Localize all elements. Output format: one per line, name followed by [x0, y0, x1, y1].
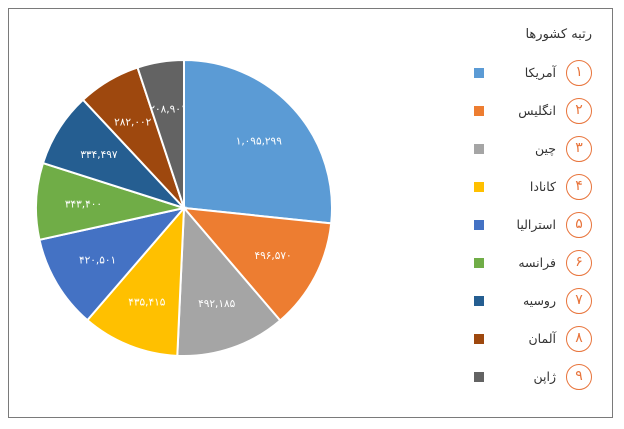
legend-label: آلمان [528, 331, 557, 346]
legend-label: کانادا [529, 179, 556, 194]
legend-item: ۳ چین [452, 132, 592, 170]
pie-slice [136, 58, 185, 209]
slice-value-label: ۱,۰۹۵,۲۹۹ [236, 136, 283, 148]
rank-badge: ۱ [566, 60, 592, 86]
slice-value-label: ۲۰۸,۹۰۱ [149, 104, 186, 116]
legend-item: ۶ فرانسه [452, 246, 592, 284]
legend-swatch [474, 106, 484, 116]
legend-swatch [474, 220, 484, 230]
legend-swatch [474, 258, 484, 268]
legend-item: ۱ آمریکا [452, 56, 592, 94]
rank-badge: ۸ [566, 326, 592, 352]
slice-value-label: ۳۳۴,۴۹۷ [80, 149, 118, 161]
legend-item: ۵ استرالیا [452, 208, 592, 246]
slice-value-label: ۴۳۵,۴۱۵ [128, 297, 166, 309]
pie-slice [183, 58, 333, 225]
legend-item: ۴ کانادا [452, 170, 592, 208]
legend-swatch [474, 68, 484, 78]
legend-item: ۸ آلمان [452, 322, 592, 360]
rank-badge: ۲ [566, 98, 592, 124]
slice-value-label: ۳۴۳,۴۰۰ [65, 198, 102, 210]
slice-value-label: ۴۹۲,۱۸۵ [198, 298, 236, 310]
legend-title: رتبه کشورها [525, 27, 592, 42]
legend-item: ۷ روسیه [452, 284, 592, 322]
legend-swatch [474, 372, 484, 382]
pie-slice [38, 206, 187, 322]
legend-label: استرالیا [516, 217, 556, 232]
rank-badge: ۶ [566, 250, 592, 276]
legend-label: آمریکا [524, 65, 556, 80]
legend-label: فرانسه [518, 255, 556, 270]
legend-swatch [474, 334, 484, 344]
pie-slice [181, 206, 333, 322]
pie-slice [176, 205, 282, 357]
rank-badge: ۴ [566, 174, 592, 200]
legend-label: ژاپن [533, 369, 556, 384]
legend-item: ۲ انگلیس [452, 94, 592, 132]
pie-slice [85, 205, 186, 357]
legend: رتبه کشورها ۱ آمریکا ۲ انگلیس ۳ چین ۴ کانادا ۵ اس… [452, 22, 592, 398]
legend-label: انگلیس [518, 103, 556, 118]
legend-label: روسیه [522, 293, 556, 308]
slice-value-label: ۴۲۰,۵۰۱ [79, 255, 116, 267]
rank-badge: ۳ [566, 136, 592, 162]
slice-value-label: ۲۸۲,۰۰۲ [114, 116, 152, 128]
legend-swatch [474, 296, 484, 306]
rank-badge: ۹ [566, 364, 592, 390]
rank-badge: ۵ [566, 212, 592, 238]
legend-swatch [474, 182, 484, 192]
rank-badge: ۷ [566, 288, 592, 314]
legend-item: ۹ ژاپن [452, 360, 592, 398]
slice-value-label: ۴۹۶,۵۷۰ [254, 250, 291, 262]
legend-label: چین [534, 141, 556, 156]
legend-swatch [474, 144, 484, 154]
